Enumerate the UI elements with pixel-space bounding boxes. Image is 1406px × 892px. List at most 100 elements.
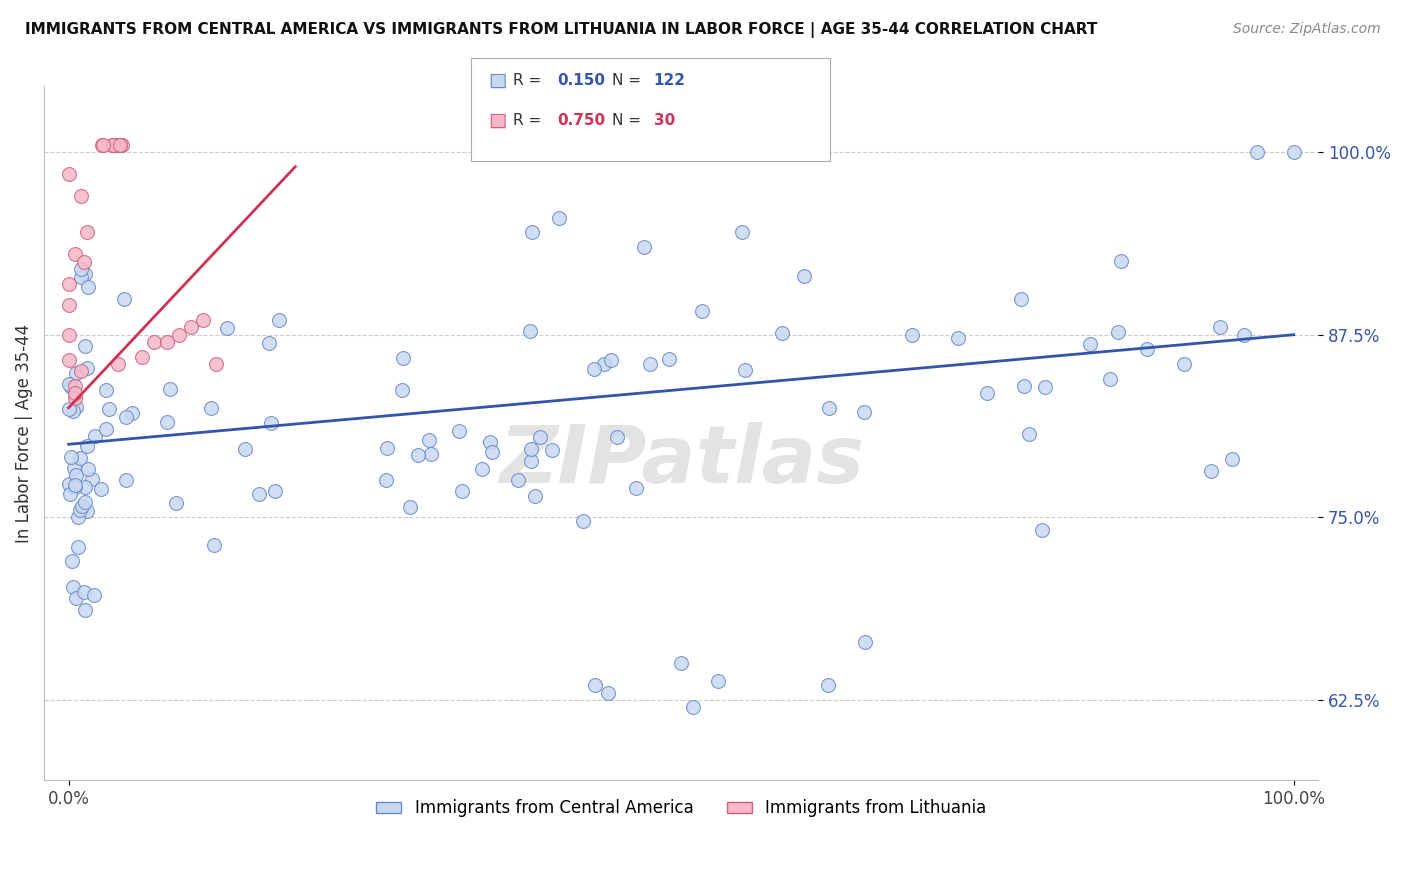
Point: [91, 137, 114, 152]
Point: [375, 441, 398, 455]
Point: [107, 137, 129, 152]
Point: [58, 327, 80, 342]
Point: [63, 386, 86, 401]
Point: [900, 327, 922, 342]
Point: [976, 386, 998, 401]
Point: [58, 476, 80, 491]
Text: IMMIGRANTS FROM CENTRAL AMERICA VS IMMIGRANTS FROM LITHUANIA IN LABOR FORCE | AG: IMMIGRANTS FROM CENTRAL AMERICA VS IMMIG…: [25, 22, 1098, 38]
Point: [73, 268, 96, 282]
Point: [107, 357, 129, 371]
Point: [259, 416, 281, 430]
Point: [481, 445, 503, 459]
Point: [770, 326, 793, 340]
Text: 122: 122: [654, 73, 686, 87]
Point: [58, 167, 80, 181]
Point: [547, 211, 569, 225]
Point: [522, 225, 544, 239]
Point: [77, 461, 100, 475]
Point: [1209, 320, 1232, 334]
Point: [658, 352, 681, 367]
Point: [96, 384, 118, 398]
Point: [583, 362, 606, 376]
Point: [131, 350, 153, 364]
Point: [669, 657, 692, 671]
Point: [592, 357, 614, 371]
Point: [73, 495, 96, 509]
Point: [1246, 145, 1268, 160]
Point: [91, 137, 114, 152]
Point: [80, 472, 103, 486]
Point: [121, 406, 143, 420]
Point: [529, 430, 551, 444]
Point: [62, 403, 84, 417]
Text: N =: N =: [612, 113, 645, 128]
Text: 0.750: 0.750: [557, 113, 605, 128]
Point: [76, 439, 98, 453]
Point: [62, 580, 84, 594]
Point: [391, 383, 413, 397]
Point: [66, 540, 89, 554]
Point: [65, 478, 87, 492]
Point: [100, 137, 122, 152]
Point: [946, 331, 969, 345]
Point: [65, 366, 87, 380]
Point: [63, 247, 86, 261]
Point: [193, 313, 215, 327]
Point: [58, 298, 80, 312]
Point: [111, 137, 134, 152]
Point: [1233, 328, 1256, 343]
Point: [1033, 380, 1056, 394]
Point: [63, 391, 86, 405]
Text: □: □: [488, 111, 506, 130]
Point: [65, 467, 87, 482]
Point: [180, 320, 202, 334]
Point: [1173, 357, 1195, 371]
Point: [734, 363, 756, 377]
Point: [83, 588, 105, 602]
Point: [165, 496, 187, 510]
Text: N =: N =: [612, 73, 645, 87]
Point: [731, 226, 754, 240]
Legend: Immigrants from Central America, Immigrants from Lithuania: Immigrants from Central America, Immigra…: [370, 793, 993, 824]
Point: [707, 673, 730, 688]
Point: [76, 280, 98, 294]
Point: [682, 700, 704, 714]
Point: [108, 137, 131, 152]
Text: ■: ■: [488, 70, 506, 90]
Point: [73, 584, 96, 599]
Point: [408, 448, 430, 462]
Point: [75, 603, 97, 617]
Point: [156, 415, 179, 429]
Point: [633, 240, 655, 254]
Point: [640, 357, 662, 371]
Point: [793, 269, 815, 284]
Point: [70, 364, 93, 378]
Text: 30: 30: [654, 113, 675, 128]
Point: [398, 500, 420, 514]
Point: [418, 433, 440, 447]
Point: [540, 442, 562, 457]
Point: [524, 490, 547, 504]
Text: R =: R =: [513, 113, 547, 128]
Point: [60, 380, 83, 394]
Point: [69, 503, 91, 517]
Point: [103, 137, 125, 152]
Point: [65, 400, 87, 414]
Point: [506, 473, 529, 487]
Point: [690, 304, 713, 318]
Point: [66, 510, 89, 524]
Y-axis label: In Labor Force | Age 35-44: In Labor Force | Age 35-44: [15, 324, 32, 543]
Point: [392, 351, 415, 365]
Point: [247, 487, 270, 501]
Point: [105, 137, 128, 152]
Point: [112, 292, 135, 306]
Point: [1282, 145, 1305, 160]
Point: [450, 483, 472, 498]
Point: [115, 473, 138, 487]
Point: [70, 262, 93, 277]
Point: [1010, 292, 1032, 306]
Point: [853, 405, 876, 419]
Point: [204, 357, 226, 371]
Point: [75, 339, 97, 353]
Point: [259, 335, 281, 350]
